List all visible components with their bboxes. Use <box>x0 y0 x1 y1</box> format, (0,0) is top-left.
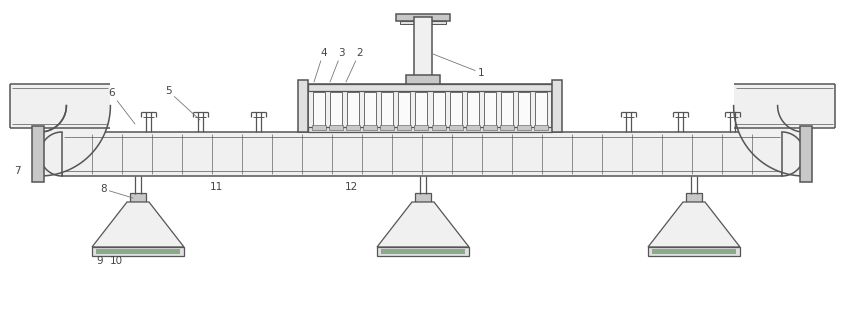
Bar <box>308 127 552 132</box>
Bar <box>400 21 446 24</box>
Bar <box>308 84 552 91</box>
Bar <box>312 125 326 130</box>
Bar <box>398 92 410 127</box>
Bar <box>535 92 547 127</box>
Text: 1: 1 <box>433 54 485 78</box>
Text: 12: 12 <box>345 182 358 192</box>
Bar <box>32 126 44 182</box>
Bar <box>10 84 110 127</box>
Bar <box>648 247 740 256</box>
Bar <box>96 249 180 254</box>
Text: 11: 11 <box>210 182 223 192</box>
Polygon shape <box>40 132 62 176</box>
Bar <box>449 92 462 127</box>
Text: 4: 4 <box>314 48 327 82</box>
Bar <box>381 125 394 130</box>
Bar <box>652 249 736 254</box>
Bar <box>432 92 444 127</box>
Polygon shape <box>92 202 184 247</box>
Text: 9: 9 <box>96 256 102 266</box>
Polygon shape <box>648 202 740 247</box>
Text: 8: 8 <box>100 184 133 198</box>
Bar <box>62 132 782 176</box>
Bar <box>414 17 432 79</box>
Bar <box>347 92 360 127</box>
Bar <box>363 125 377 130</box>
Bar <box>501 92 513 127</box>
Text: 3: 3 <box>330 48 344 82</box>
Bar <box>800 126 812 182</box>
Bar <box>406 75 440 84</box>
Bar <box>415 193 431 202</box>
Bar <box>330 92 342 127</box>
Bar <box>298 80 308 132</box>
Polygon shape <box>733 106 804 176</box>
Bar <box>308 84 552 132</box>
Bar <box>465 125 480 130</box>
Bar <box>382 92 393 127</box>
Bar <box>448 125 463 130</box>
Bar <box>130 193 146 202</box>
Bar <box>415 125 428 130</box>
Bar <box>518 92 530 127</box>
Polygon shape <box>40 106 110 176</box>
Bar <box>415 92 427 127</box>
Bar <box>313 92 325 127</box>
Bar <box>534 125 548 130</box>
Text: 2: 2 <box>346 48 363 82</box>
Bar <box>467 92 479 127</box>
Bar <box>500 125 514 130</box>
Bar <box>396 14 450 21</box>
Bar <box>398 125 411 130</box>
Bar <box>686 193 702 202</box>
Polygon shape <box>782 132 804 176</box>
Text: 6: 6 <box>108 88 135 124</box>
Bar <box>92 247 184 256</box>
Bar <box>377 247 469 256</box>
Bar <box>346 125 360 130</box>
Polygon shape <box>377 202 469 247</box>
Bar <box>517 125 531 130</box>
Bar <box>329 125 343 130</box>
Text: 7: 7 <box>14 166 20 176</box>
Bar <box>483 125 497 130</box>
Bar <box>484 92 496 127</box>
Bar <box>552 80 562 132</box>
Bar <box>365 92 376 127</box>
Text: 5: 5 <box>165 86 200 120</box>
Bar <box>733 84 835 127</box>
Bar <box>431 125 446 130</box>
Bar <box>381 249 465 254</box>
Text: 10: 10 <box>110 256 124 266</box>
